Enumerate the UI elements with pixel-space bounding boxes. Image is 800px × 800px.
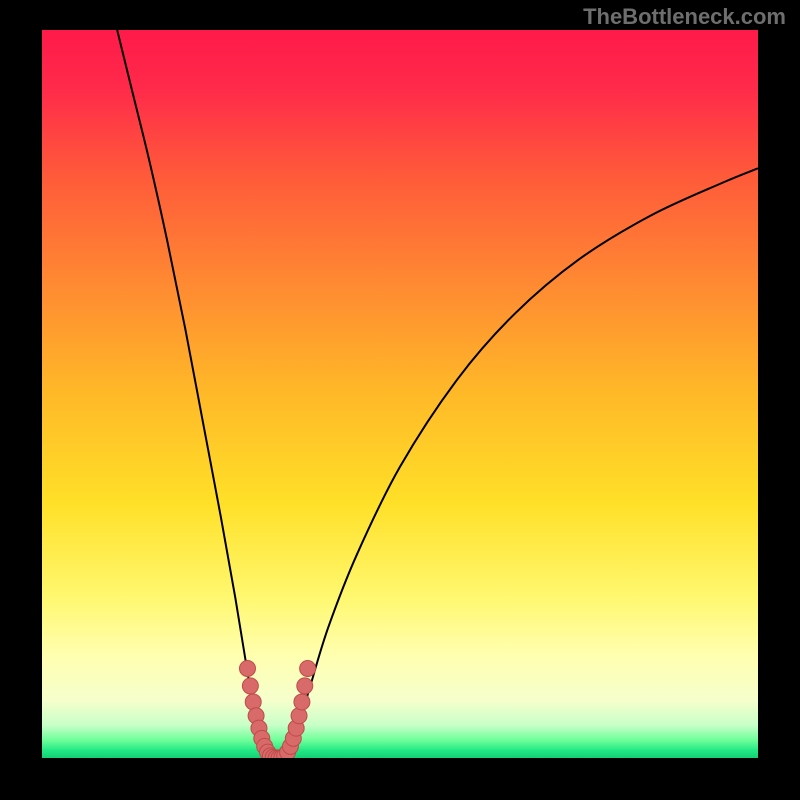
marker-dot xyxy=(294,694,310,710)
plot-area xyxy=(42,30,758,758)
chart-svg xyxy=(42,30,758,758)
marker-dot xyxy=(291,708,307,724)
marker-dot xyxy=(239,660,255,676)
chart-container: TheBottleneck.com xyxy=(0,0,800,800)
marker-dot xyxy=(245,694,261,710)
marker-dot xyxy=(300,660,316,676)
gradient-background xyxy=(42,30,758,758)
marker-dot xyxy=(242,678,258,694)
marker-dot xyxy=(297,678,313,694)
watermark-text: TheBottleneck.com xyxy=(583,4,786,30)
